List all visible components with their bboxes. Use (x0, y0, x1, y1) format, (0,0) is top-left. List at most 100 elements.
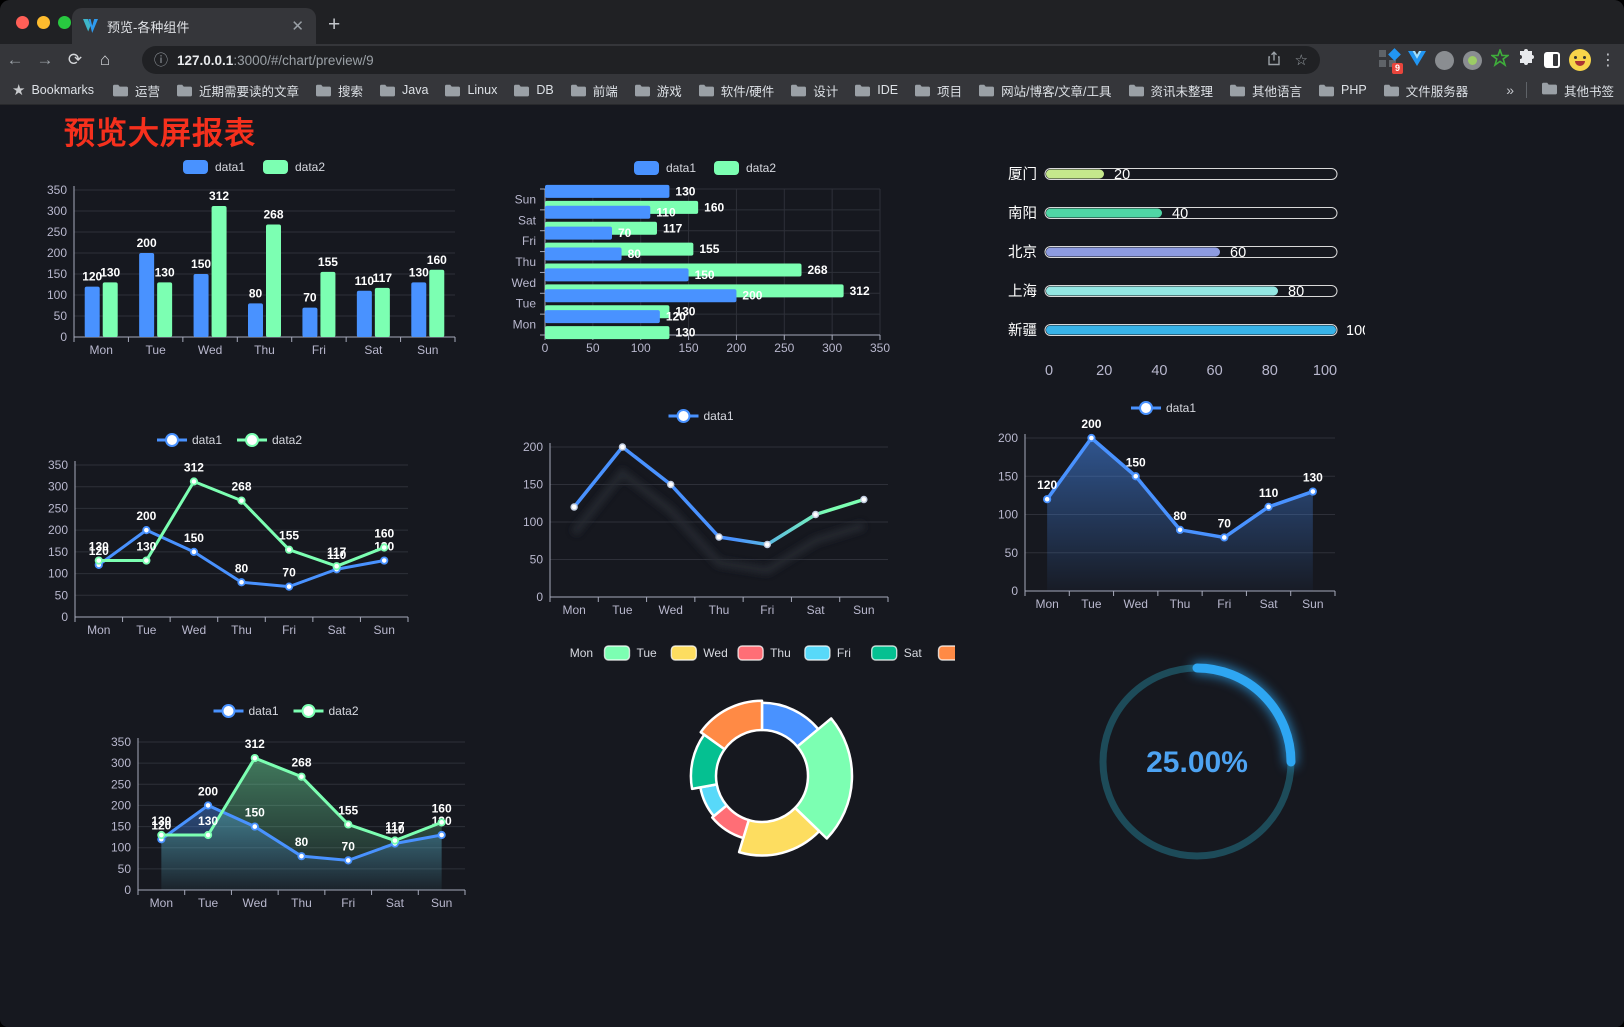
bookmark-folder[interactable]: PHP (1310, 76, 1375, 104)
svg-text:70: 70 (282, 566, 296, 580)
forward-button[interactable]: → (36, 50, 54, 69)
profile-avatar[interactable] (1569, 49, 1591, 71)
bookmark-folder[interactable]: 游戏 (626, 76, 690, 104)
bookmark-folder[interactable]: 运营 (104, 76, 168, 104)
extension-badge: 9 (1391, 63, 1403, 74)
svg-text:40: 40 (1172, 206, 1188, 222)
svg-text:Sun: Sun (515, 192, 536, 206)
tab-close-icon[interactable]: ✕ (291, 18, 304, 35)
bookmark-folder[interactable]: IDE (846, 76, 906, 104)
svg-text:200: 200 (136, 509, 156, 523)
sidepanel-extension-icon[interactable] (1544, 52, 1560, 68)
svg-text:Tue: Tue (612, 603, 633, 617)
svg-text:Thu: Thu (1170, 597, 1191, 609)
svg-text:data1: data1 (249, 704, 279, 718)
bookmark-folder[interactable]: DB (505, 76, 561, 104)
svg-text:0: 0 (542, 341, 549, 355)
svg-text:117: 117 (373, 271, 393, 285)
bookmark-folder-label: Linux (467, 83, 498, 97)
svg-text:Mon: Mon (150, 896, 173, 910)
svg-text:data2: data2 (295, 160, 325, 174)
svg-text:北京: 北京 (1008, 244, 1037, 261)
svg-text:150: 150 (679, 341, 699, 355)
svg-text:Sat: Sat (1260, 597, 1279, 609)
bookmark-folder[interactable]: 前端 (562, 76, 626, 104)
svg-text:100: 100 (1313, 363, 1337, 379)
bookmark-folder-label: IDE (877, 83, 899, 97)
bookmark-folder[interactable]: 项目 (906, 76, 970, 104)
green-star-extension-icon[interactable] (1489, 47, 1511, 72)
svg-text:200: 200 (198, 784, 218, 798)
svg-text:Thu: Thu (709, 603, 730, 617)
svg-text:0: 0 (1011, 584, 1018, 598)
bookmark-folder[interactable]: 文件服务器 (1375, 76, 1477, 104)
custom-extension-icon[interactable]: 9 (1379, 48, 1403, 74)
svg-text:0: 0 (124, 883, 131, 897)
address-bar[interactable]: ⓘ 127.0.0.1:3000/#/chart/preview/9 ☆ (142, 46, 1320, 74)
svg-text:100: 100 (998, 508, 1018, 522)
bookmark-folder[interactable]: 资讯未整理 (1120, 76, 1222, 104)
svg-text:130: 130 (155, 265, 175, 279)
home-button[interactable]: ⌂ (99, 50, 111, 69)
bookmark-folder[interactable]: 近期需要读的文章 (168, 76, 307, 104)
svg-text:350: 350 (111, 735, 131, 749)
bookmark-folder[interactable]: 网站/博客/文章/工具 (970, 76, 1119, 104)
bookmarks-bar: ★ Bookmarks 运营 近期需要读的文章 搜索 Java Linux DB 前端 游戏 软… (0, 76, 1624, 105)
close-window-button[interactable] (16, 16, 29, 29)
svg-text:Fri: Fri (341, 896, 355, 910)
bookmark-folder[interactable]: 其他语言 (1221, 76, 1310, 104)
other-bookmarks-folder[interactable]: 其他书签 (1531, 81, 1624, 100)
svg-text:70: 70 (342, 839, 356, 853)
svg-text:130: 130 (100, 265, 120, 279)
svg-text:60: 60 (1207, 363, 1223, 379)
zoom-window-button[interactable] (58, 16, 71, 29)
svg-text:Sat: Sat (386, 896, 405, 910)
bookmark-folder[interactable]: 搜索 (307, 76, 371, 104)
bookmark-folder[interactable]: Linux (436, 76, 505, 104)
new-tab-button[interactable]: + (328, 13, 341, 36)
chrome-menu-icon[interactable]: ⋮ (1600, 52, 1616, 69)
svg-text:350: 350 (47, 183, 67, 197)
svg-text:110: 110 (327, 548, 347, 562)
browser-tab[interactable]: 预览-各种组件 ✕ (72, 8, 316, 44)
svg-text:130: 130 (151, 814, 171, 828)
bookmark-folder[interactable]: 设计 (782, 76, 846, 104)
extension-record-icon[interactable] (1463, 50, 1482, 70)
svg-text:厦门: 厦门 (1008, 166, 1037, 183)
svg-text:150: 150 (1126, 455, 1146, 469)
svg-text:Thu: Thu (254, 343, 275, 357)
toolbar: ← → ⟳ ⌂ ⓘ 127.0.0.1:3000/#/chart/preview… (0, 44, 1624, 76)
svg-text:120: 120 (151, 818, 171, 832)
svg-text:data1: data1 (215, 160, 245, 174)
minimize-window-button[interactable] (37, 16, 50, 29)
svg-text:Sun: Sun (417, 343, 438, 357)
site-info-icon[interactable]: ⓘ (154, 52, 168, 68)
svg-text:268: 268 (291, 756, 311, 770)
bookmark-folder[interactable]: 软件/硬件 (690, 76, 782, 104)
share-icon[interactable] (1267, 50, 1281, 70)
bookmarks-overflow-chevron[interactable]: » (1506, 82, 1514, 98)
svg-text:100: 100 (47, 288, 67, 302)
extension-circle-icon[interactable] (1435, 50, 1454, 70)
back-button[interactable]: ← (6, 50, 24, 69)
svg-text:80: 80 (295, 835, 309, 849)
svg-text:350: 350 (48, 458, 68, 472)
svg-text:110: 110 (1259, 486, 1279, 500)
svg-text:350: 350 (870, 341, 890, 355)
bookmark-folder[interactable]: Java (371, 76, 436, 104)
svg-text:150: 150 (523, 478, 543, 492)
svg-text:120: 120 (82, 270, 102, 284)
extensions-puzzle-icon[interactable] (1518, 49, 1535, 71)
svg-text:200: 200 (137, 236, 157, 250)
svg-text:160: 160 (374, 527, 394, 541)
svg-text:117: 117 (327, 545, 347, 559)
bookmark-folder-label: Java (402, 83, 429, 97)
svg-text:40: 40 (1151, 363, 1167, 379)
bookmark-star-icon[interactable]: ☆ (1294, 52, 1308, 69)
reload-button[interactable]: ⟳ (67, 50, 83, 69)
svg-text:南阳: 南阳 (1008, 205, 1037, 222)
svg-text:150: 150 (695, 268, 715, 282)
svg-text:155: 155 (699, 242, 719, 256)
svg-text:Sat: Sat (807, 603, 826, 617)
vue-devtools-icon[interactable] (1408, 50, 1426, 71)
